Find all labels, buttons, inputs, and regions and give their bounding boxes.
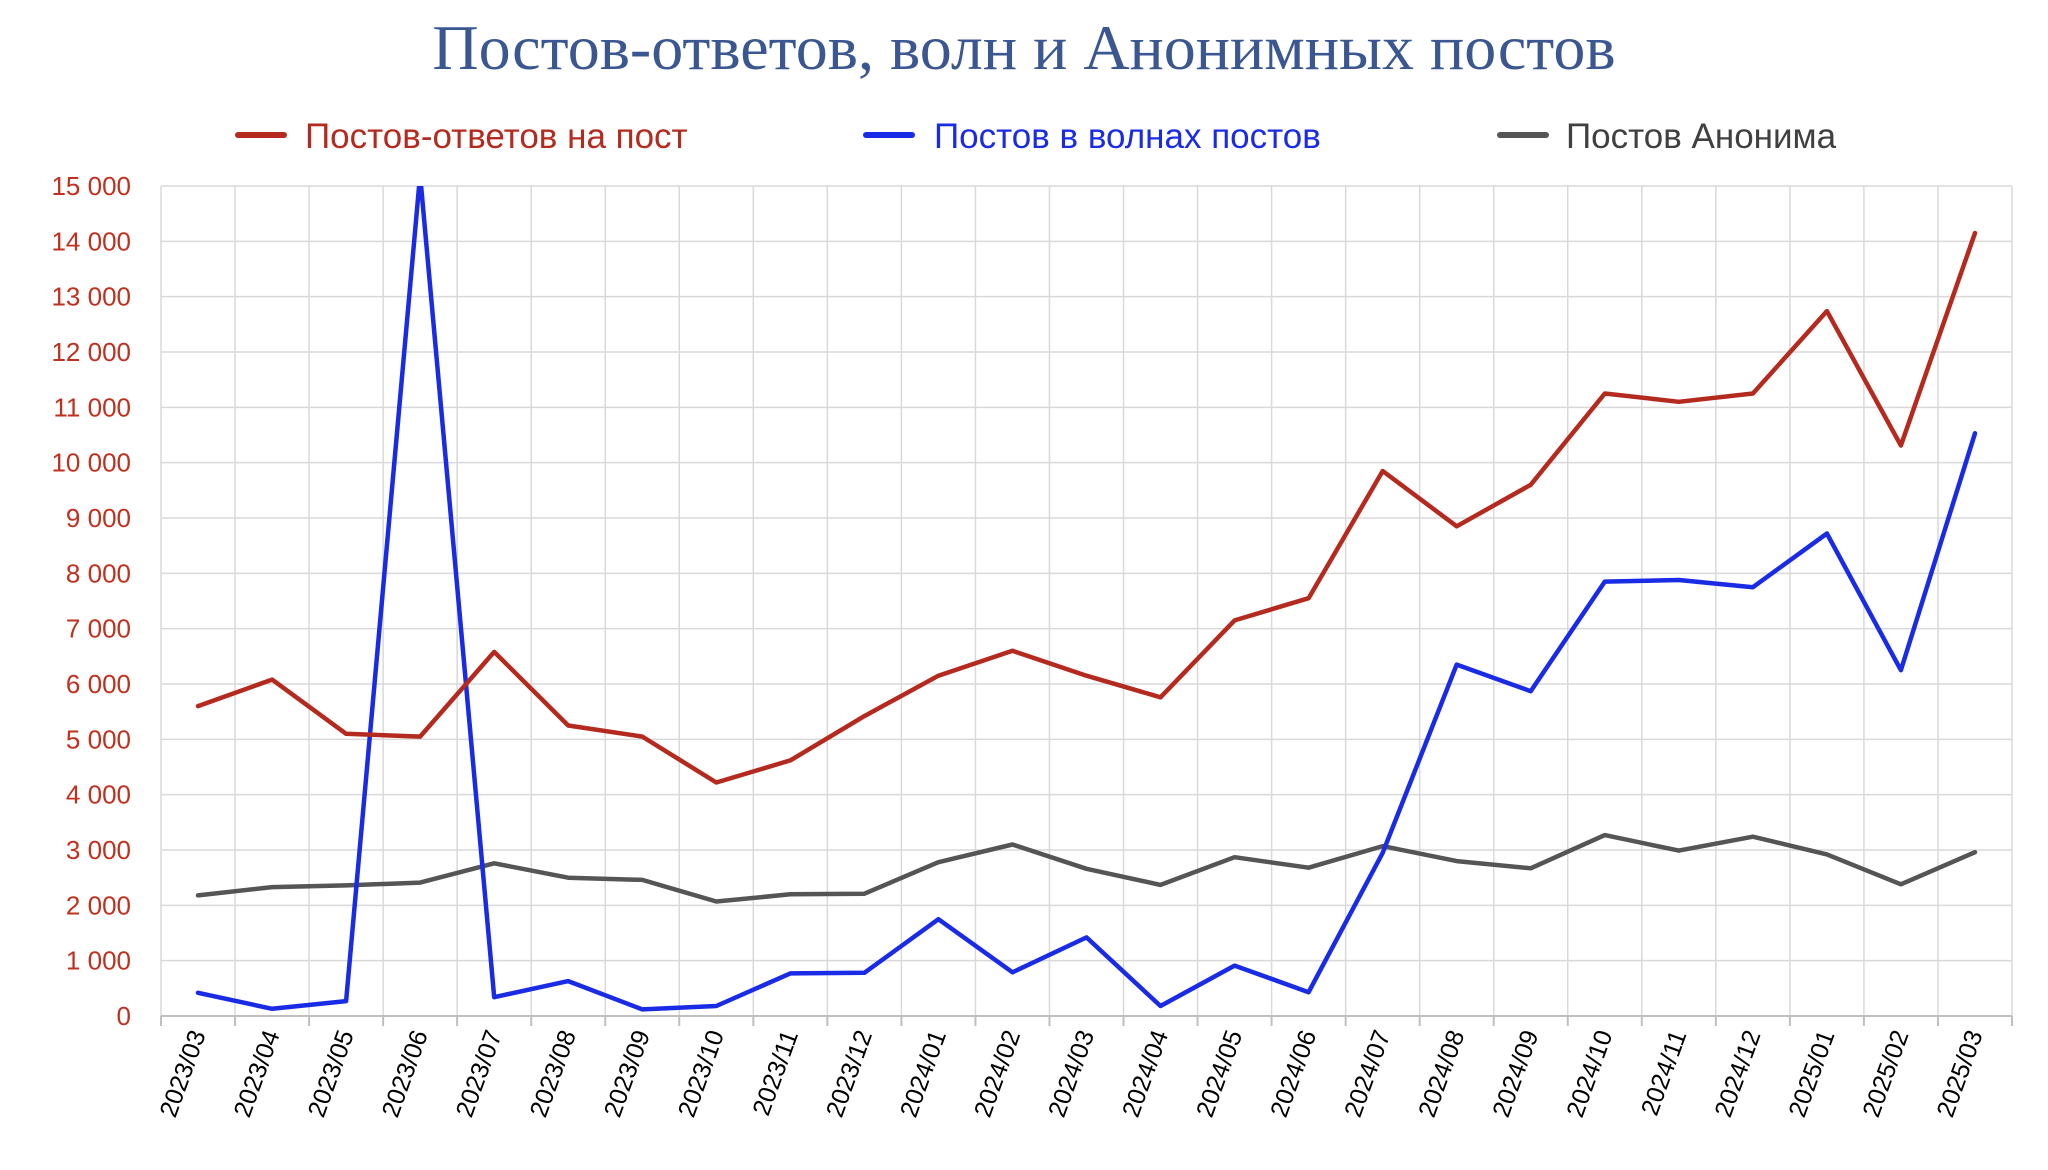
x-tick-label: 2023/10	[673, 1026, 730, 1121]
x-tick-label: 2024/07	[1339, 1026, 1396, 1121]
x-tick-label: 2023/06	[377, 1026, 434, 1121]
y-axis-ticks: 0 1 000 2 000 3 000 4 000 5 000 6 000 7 000 8 00…	[51, 171, 131, 1031]
x-tick-label: 2024/01	[895, 1026, 952, 1121]
series-line	[195, 230, 1978, 785]
series-line	[195, 186, 1978, 1012]
x-tick-label: 2024/10	[1561, 1026, 1618, 1121]
y-tick-label: 1 000	[66, 946, 131, 976]
x-tick-label: 2025/01	[1783, 1026, 1840, 1121]
series-line	[195, 832, 1978, 904]
y-tick-label: 2 000	[66, 890, 131, 920]
legend-label: Постов Анонима	[1566, 117, 1837, 156]
x-tick-label: 2024/09	[1487, 1026, 1544, 1121]
x-tick-label: 2023/09	[599, 1026, 656, 1121]
y-tick-label: 4 000	[66, 780, 131, 810]
x-tick-label: 2023/11	[747, 1026, 804, 1119]
y-tick-label: 6 000	[66, 669, 131, 699]
series-lines	[195, 186, 1978, 1012]
axes	[160, 1015, 2013, 1026]
x-tick-label: 2023/03	[154, 1026, 211, 1121]
y-tick-label: 10 000	[51, 448, 131, 478]
y-tick-label: 9 000	[66, 503, 131, 533]
y-tick-label: 3 000	[66, 835, 131, 865]
y-tick-label: 7 000	[66, 614, 131, 644]
x-tick-label: 2024/08	[1413, 1026, 1470, 1121]
y-tick-label: 8 000	[66, 558, 131, 588]
y-tick-label: 11 000	[53, 392, 131, 422]
x-tick-label: 2024/11	[1636, 1026, 1693, 1119]
x-tick-label: 2024/03	[1043, 1026, 1100, 1121]
x-tick-label: 2024/12	[1709, 1026, 1766, 1121]
x-tick-label: 2023/04	[228, 1026, 285, 1121]
legend-label: Постов в волнах постов	[934, 117, 1321, 156]
x-tick-label: 2024/04	[1117, 1026, 1174, 1121]
x-tick-label: 2023/08	[525, 1026, 582, 1121]
x-tick-label: 2025/03	[1931, 1026, 1988, 1121]
grid	[160, 185, 2013, 1016]
x-tick-label: 2023/07	[451, 1026, 508, 1121]
x-axis-ticks: 2023/03 2023/04 2023/05 2023/06 2023/07 2023/…	[154, 1026, 1988, 1121]
x-tick-label: 2024/05	[1191, 1026, 1248, 1121]
legend: Постов-ответов на пост Постов в волнах по…	[235, 117, 1837, 156]
y-tick-label: 5 000	[66, 724, 131, 754]
x-tick-label: 2023/12	[821, 1026, 878, 1121]
y-tick-label: 0	[117, 1001, 131, 1031]
y-tick-label: 14 000	[51, 226, 131, 256]
legend-label: Постов-ответов на пост	[305, 117, 688, 156]
y-tick-label: 13 000	[51, 282, 131, 312]
y-tick-label: 12 000	[51, 337, 131, 367]
chart-title: Постов-ответов, волн и Анонимных постов	[432, 12, 1616, 83]
x-tick-label: 2023/05	[303, 1026, 360, 1121]
y-tick-label: 15 000	[51, 171, 131, 201]
x-tick-label: 2025/02	[1857, 1026, 1914, 1121]
x-tick-label: 2024/02	[969, 1026, 1026, 1121]
x-tick-label: 2024/06	[1265, 1026, 1322, 1121]
